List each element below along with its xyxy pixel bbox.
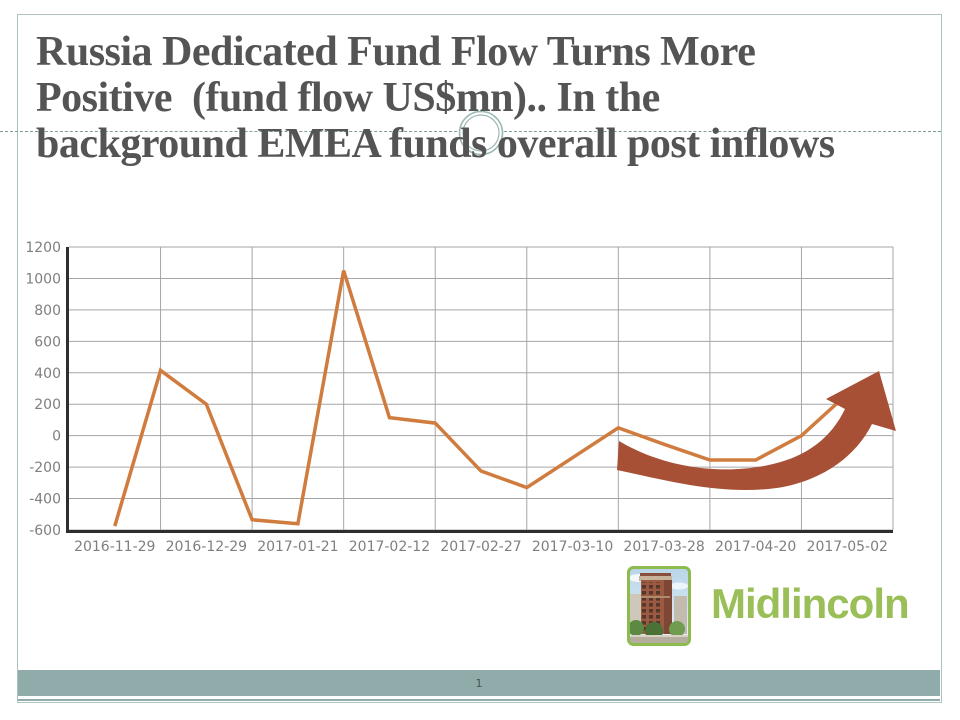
svg-text:2017-03-10: 2017-03-10 — [532, 539, 613, 555]
circle-ornament-icon — [458, 110, 504, 156]
svg-text:400: 400 — [34, 366, 61, 382]
svg-text:2017-04-20: 2017-04-20 — [715, 539, 796, 555]
svg-text:2016-12-29: 2016-12-29 — [166, 539, 247, 555]
svg-text:800: 800 — [34, 303, 61, 319]
chart-plot-area: 1200 1000 800 600 400 200 0 -200 -400 -600 2016-11… — [25, 240, 894, 555]
svg-text:2017-03-28: 2017-03-28 — [623, 539, 704, 555]
svg-text:2017-01-21: 2017-01-21 — [257, 539, 338, 555]
title-line-3: background EMEA funds overall post inflo… — [36, 121, 835, 167]
svg-text:-200: -200 — [29, 460, 61, 476]
svg-text:2017-02-27: 2017-02-27 — [440, 539, 521, 555]
page-number: 1 — [475, 676, 483, 690]
svg-text:-400: -400 — [29, 492, 61, 508]
footer-bar: 1 — [18, 670, 940, 696]
svg-text:1200: 1200 — [25, 240, 61, 256]
svg-text:2016-11-29: 2016-11-29 — [74, 539, 155, 555]
svg-text:600: 600 — [34, 334, 61, 350]
fund-flow-line-chart: 1200 1000 800 600 400 200 0 -200 -400 -600 2016-11… — [25, 240, 896, 555]
footer-underline — [18, 699, 940, 701]
svg-text:1000: 1000 — [25, 271, 61, 287]
trend-upturn-arrow — [617, 371, 896, 491]
title-line-1: Russia Dedicated Fund Flow Turns More — [36, 29, 756, 75]
svg-text:-600: -600 — [29, 523, 61, 539]
svg-text:0: 0 — [52, 429, 61, 445]
building-photo-icon — [627, 566, 691, 646]
svg-text:2017-05-02: 2017-05-02 — [807, 539, 888, 555]
logo-text: Midlincoln — [711, 580, 910, 627]
svg-text:200: 200 — [34, 397, 61, 413]
slide-title: Russia Dedicated Fund Flow Turns More Po… — [36, 29, 835, 167]
svg-text:2017-02-12: 2017-02-12 — [349, 539, 430, 555]
title-line-2: Positive (fund flow US$mn).. In the — [36, 75, 660, 121]
midlincoln-logo: Midlincoln — [627, 566, 910, 646]
